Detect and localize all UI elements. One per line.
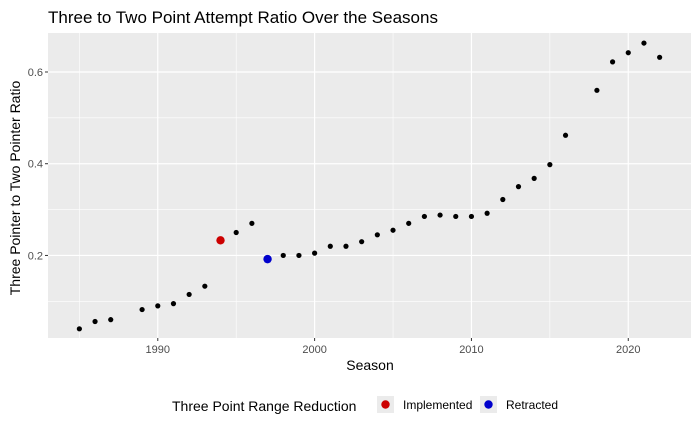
y-tick-label: 0.4 (28, 159, 43, 171)
data-point (421, 213, 427, 220)
highlight-point-implemented (216, 236, 225, 245)
data-point (531, 175, 537, 181)
data-point (657, 54, 663, 60)
chart-title: Three to Two Point Attempt Ratio Over th… (48, 8, 438, 27)
data-point (139, 306, 145, 313)
x-tick-label: 2020 (616, 344, 640, 356)
data-point (406, 220, 412, 226)
data-point (249, 220, 255, 226)
data-point (594, 87, 600, 93)
data-point (562, 132, 569, 138)
data-point (343, 243, 349, 249)
legend-key-retracted (484, 400, 493, 409)
data-point (437, 212, 443, 218)
data-point (609, 59, 616, 65)
data-point (233, 229, 239, 236)
data-point (468, 213, 475, 220)
data-point (202, 283, 208, 289)
x-tick-label: 2010 (459, 344, 483, 356)
data-point (641, 40, 647, 46)
data-point (296, 252, 302, 259)
y-axis: 0.2 0.4 0.6 (28, 67, 48, 262)
data-point (280, 252, 286, 259)
legend-key-implemented (381, 400, 390, 409)
data-point (155, 303, 161, 309)
y-axis-title: Three Pointer to Two Pointer Ratio (7, 81, 23, 296)
plot-panel (48, 33, 691, 338)
data-point (170, 301, 177, 307)
data-point (484, 210, 490, 216)
y-tick-label: 0.2 (28, 250, 43, 262)
legend: Three Point Range Reduction Implemented R… (172, 396, 558, 414)
data-point (76, 326, 82, 332)
data-point (500, 196, 506, 203)
highlight-point-retracted (263, 254, 272, 264)
legend-label: Retracted (506, 398, 558, 412)
data-point (92, 318, 98, 325)
data-point (453, 213, 459, 220)
legend-title: Three Point Range Reduction (172, 398, 356, 414)
major-grid (48, 33, 691, 338)
data-point (390, 227, 396, 233)
data-point (625, 50, 631, 56)
data-point (374, 232, 380, 238)
data-point (327, 243, 333, 249)
data-point (547, 162, 553, 168)
legend-items: Implemented Retracted (377, 396, 558, 413)
x-axis: 1990 2000 2010 2020 (146, 338, 641, 356)
y-tick-label: 0.6 (28, 67, 43, 79)
minor-grid (48, 33, 691, 338)
x-tick-label: 2000 (302, 344, 326, 356)
highlight-points (216, 236, 272, 264)
data-points (76, 40, 663, 332)
data-point (515, 184, 522, 190)
x-tick-label: 1990 (146, 344, 170, 356)
data-point (312, 250, 318, 256)
data-point (186, 291, 192, 298)
data-point (108, 317, 114, 323)
x-axis-title: Season (346, 357, 393, 373)
legend-label: Implemented (403, 398, 472, 412)
data-point (359, 239, 365, 245)
